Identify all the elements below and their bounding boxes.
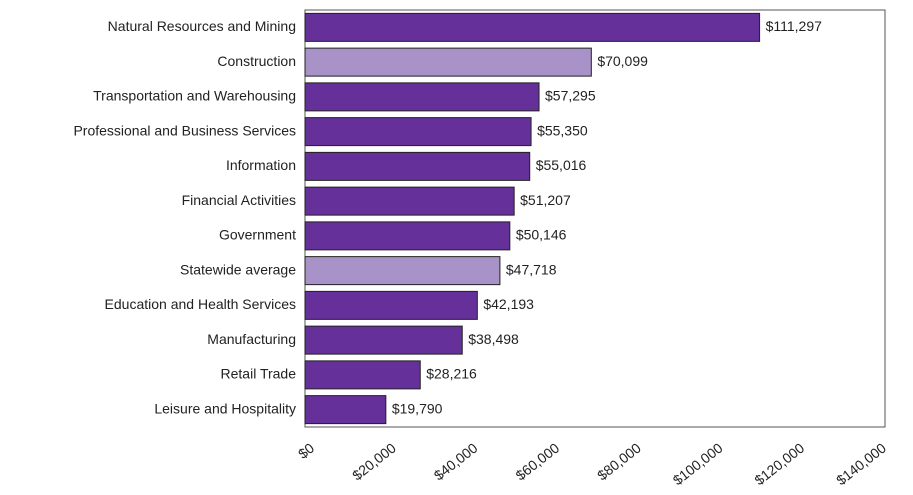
bar — [304, 325, 463, 355]
x-tick-label: $20,000 — [349, 440, 399, 484]
bar — [304, 221, 511, 251]
value-label: $111,297 — [766, 18, 823, 34]
y-tick-label: Professional and Business Services — [73, 122, 296, 138]
value-label: $28,216 — [426, 366, 477, 382]
bar — [304, 360, 421, 390]
bar — [304, 256, 501, 286]
bar — [304, 12, 761, 42]
value-label: $42,193 — [483, 296, 534, 312]
value-label: $47,718 — [506, 261, 557, 277]
y-tick-label: Construction — [217, 53, 296, 69]
x-tick-label: $140,000 — [833, 440, 889, 489]
plot-frame — [304, 9, 886, 428]
y-tick-label: Financial Activities — [182, 192, 296, 208]
bar — [304, 395, 387, 425]
x-tick-label: $80,000 — [594, 440, 644, 484]
bar — [304, 47, 592, 77]
value-label: $51,207 — [520, 192, 571, 208]
value-label: $70,099 — [597, 53, 648, 69]
value-label: $55,350 — [537, 122, 588, 138]
x-tick-label: $0 — [295, 440, 317, 462]
bar — [304, 82, 540, 112]
y-tick-label: Information — [226, 157, 296, 173]
y-tick-label: Education and Health Services — [105, 296, 296, 312]
value-label: $19,790 — [392, 400, 443, 416]
x-tick-label: $100,000 — [670, 440, 726, 489]
value-label: $38,498 — [468, 331, 519, 347]
bar — [304, 117, 532, 147]
value-label: $57,295 — [545, 88, 596, 104]
x-tick-label: $120,000 — [751, 440, 807, 489]
value-label: $50,146 — [516, 227, 567, 243]
value-label: $55,016 — [536, 157, 587, 173]
x-tick-label: $60,000 — [512, 440, 562, 484]
y-tick-label: Manufacturing — [207, 331, 296, 347]
x-tick-label: $40,000 — [431, 440, 481, 484]
bar — [304, 290, 478, 320]
y-tick-label: Transportation and Warehousing — [93, 88, 296, 104]
bar — [304, 186, 515, 216]
y-tick-label: Statewide average — [180, 261, 296, 277]
y-tick-label: Government — [219, 227, 296, 243]
y-tick-label: Natural Resources and Mining — [108, 18, 296, 34]
y-tick-label: Leisure and Hospitality — [154, 400, 296, 416]
bar — [304, 151, 531, 181]
y-tick-label: Retail Trade — [221, 366, 297, 382]
